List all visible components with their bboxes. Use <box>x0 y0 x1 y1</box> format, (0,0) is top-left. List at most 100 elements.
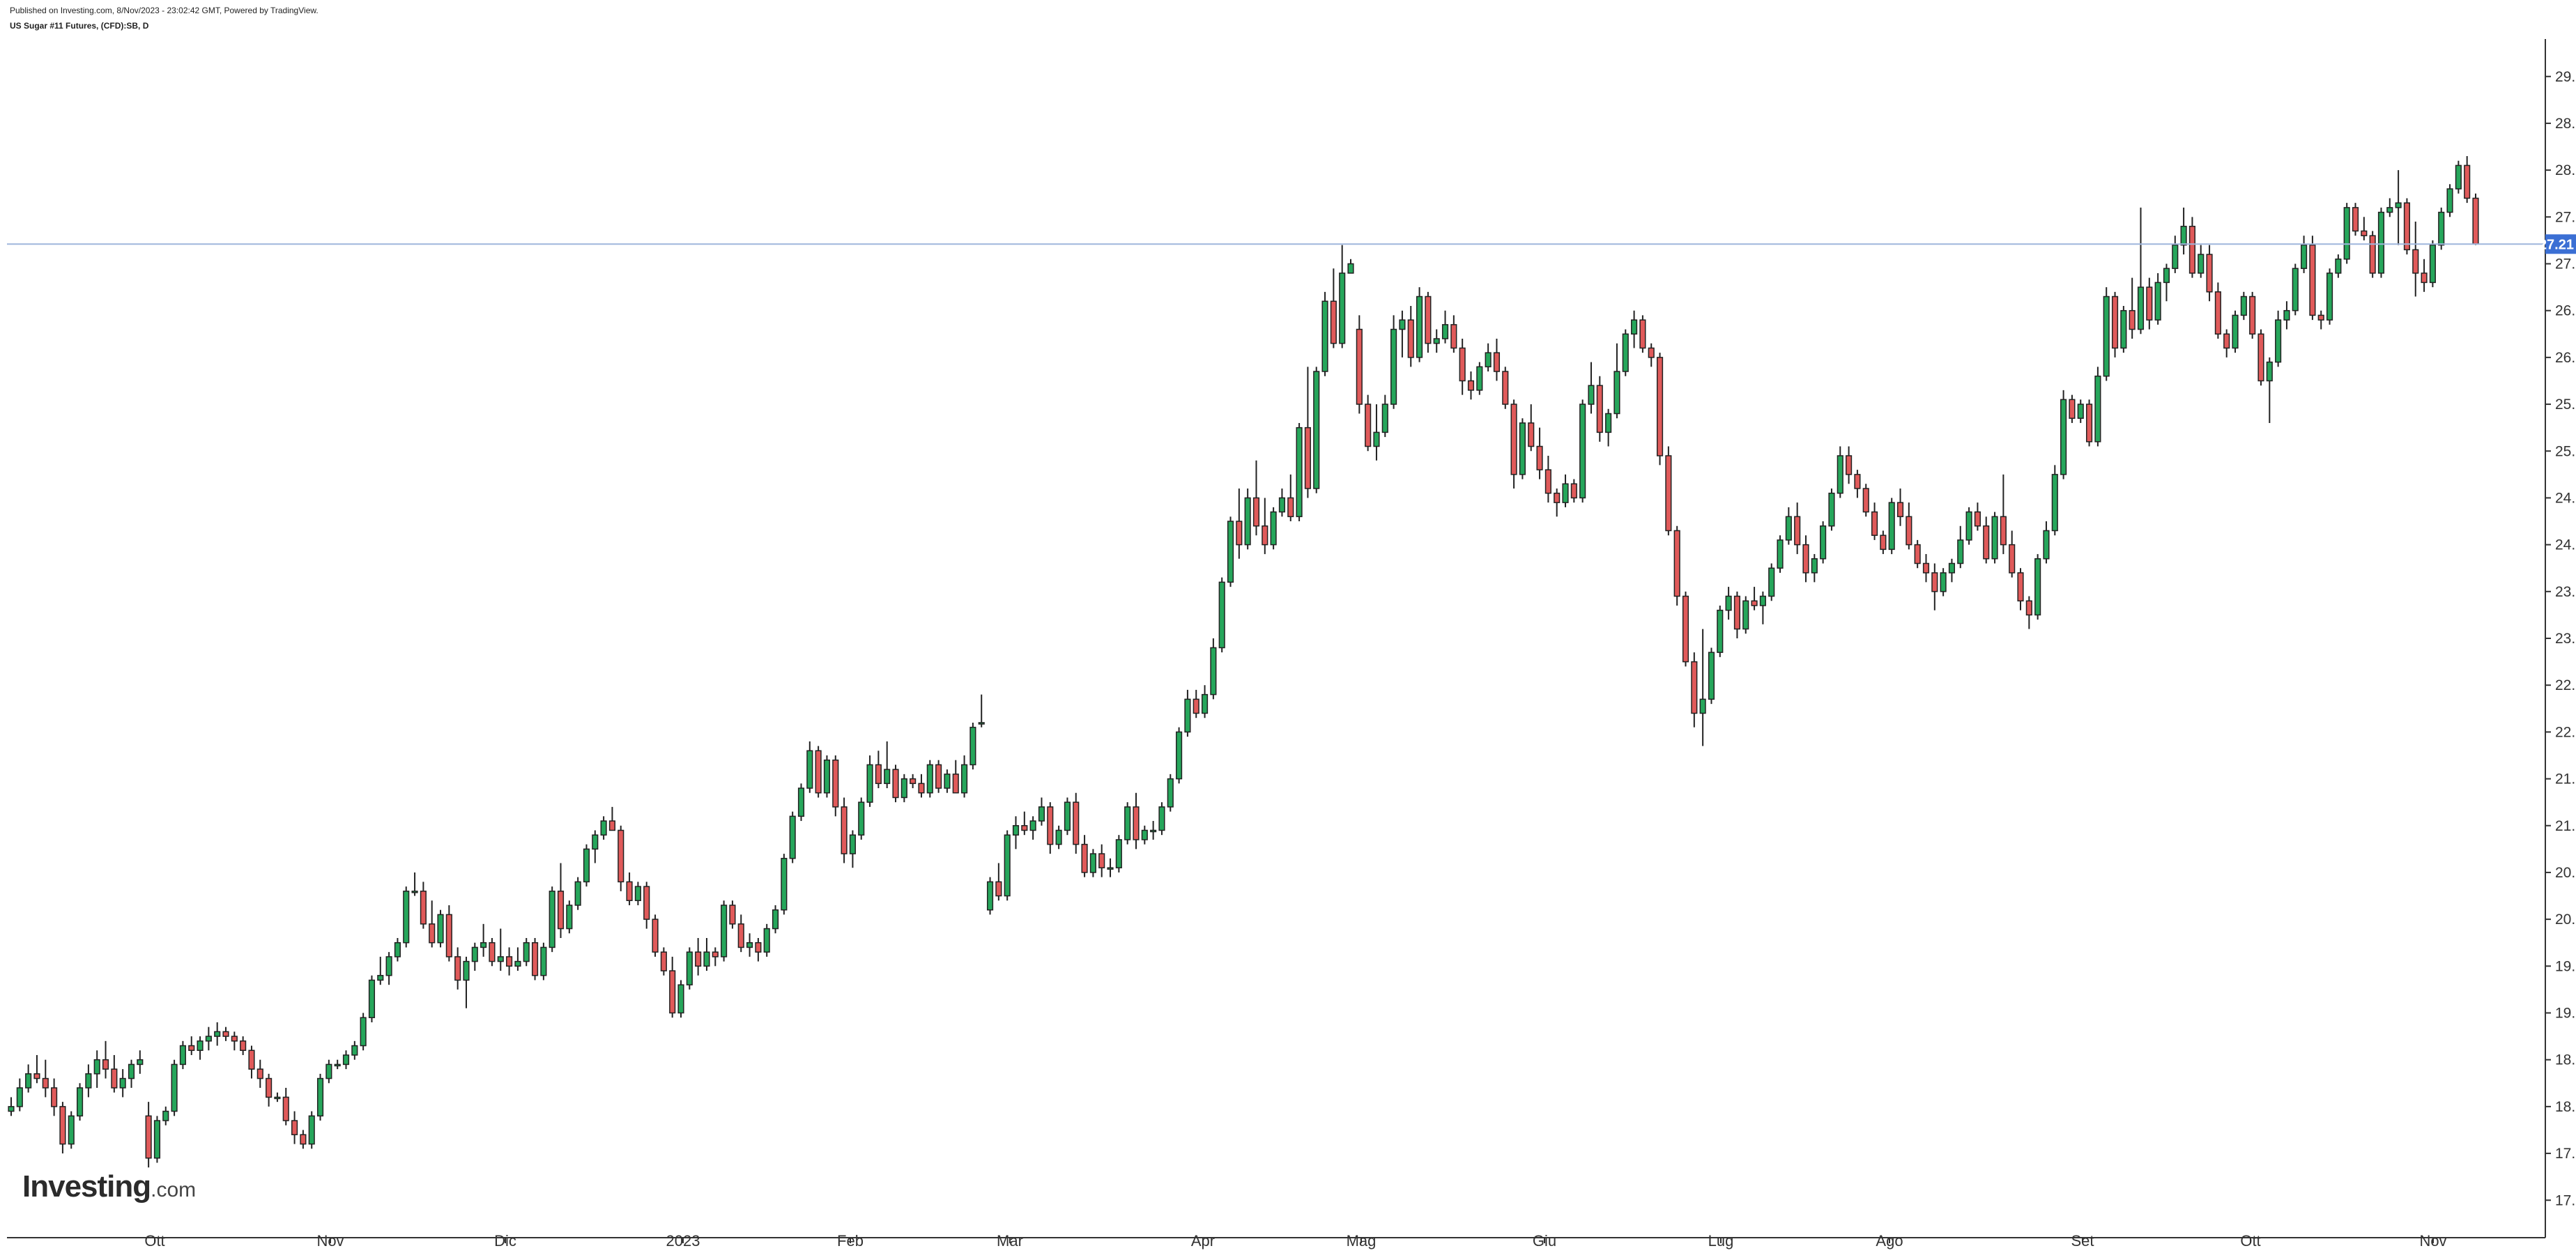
candle-body-down <box>1450 324 1457 349</box>
candle-body-up <box>781 858 788 911</box>
candle-body-down <box>2111 295 2119 349</box>
candle <box>763 923 770 957</box>
candle <box>2172 236 2179 273</box>
candle-body-up <box>1605 413 1612 433</box>
candle <box>1089 849 1096 877</box>
candle-body-up <box>2283 309 2290 321</box>
candle-body-down <box>1459 347 1466 382</box>
candle-body-up <box>2051 474 2058 532</box>
candle-body-up <box>1390 328 1397 405</box>
x-tick-label: Ott <box>2240 1232 2260 1250</box>
candle <box>1339 245 1346 348</box>
candle-body-down <box>1365 403 1372 447</box>
candle-body-down <box>1691 661 1698 714</box>
candle <box>2352 203 2359 236</box>
candle-body-up <box>2275 319 2282 363</box>
candle <box>1321 291 1328 376</box>
candle <box>2214 282 2221 339</box>
candle-body-up <box>789 815 796 859</box>
candle-body-up <box>2292 268 2299 312</box>
candle <box>1064 797 1071 836</box>
candle-body-down <box>952 774 959 794</box>
last-price-value: 27.21 <box>2539 237 2574 252</box>
candle-body-down <box>1425 295 1432 344</box>
candle <box>944 769 951 793</box>
candle <box>660 947 667 976</box>
candle <box>1098 844 1105 877</box>
candle-body-down <box>1983 525 1990 560</box>
candle <box>1021 811 1028 836</box>
candle-body-down <box>910 778 917 785</box>
y-tick-label: 28.50 <box>2555 116 2576 132</box>
candle-body-up <box>1124 806 1131 840</box>
candle <box>703 938 710 971</box>
candle-body-up <box>2077 403 2084 419</box>
candle <box>884 741 891 788</box>
candle <box>2395 170 2402 245</box>
candle <box>471 942 478 971</box>
candle <box>2335 254 2342 278</box>
investing-logo[interactable]: Investing.com <box>22 1169 196 1204</box>
candle <box>1416 287 1423 362</box>
candle <box>403 886 410 948</box>
candle <box>1004 830 1011 901</box>
candle <box>1965 507 1972 545</box>
candle <box>1425 291 1432 353</box>
candle <box>2198 245 2205 278</box>
candle <box>1880 530 1887 555</box>
candle <box>85 1064 92 1098</box>
candle <box>291 1111 298 1144</box>
candle <box>2377 207 2385 278</box>
candle <box>566 900 573 934</box>
candle <box>1356 315 1363 414</box>
candle-body-down <box>300 1134 307 1145</box>
candle <box>1201 685 1209 718</box>
candle-body-up <box>1381 403 1388 433</box>
candle-body-up <box>2455 164 2462 190</box>
candle-body-up <box>900 778 907 799</box>
x-tick-label: Lug <box>1708 1232 1734 1250</box>
candle-body-up <box>1708 652 1715 700</box>
candle <box>2188 217 2195 278</box>
candle-body-up <box>1107 867 1114 870</box>
candle-body-down <box>445 914 452 958</box>
candle <box>1940 568 1947 597</box>
candle-body-up <box>858 801 865 836</box>
logo-brand: Investing <box>22 1169 151 1204</box>
candle <box>1081 835 1088 877</box>
candle-body-up <box>1991 516 1998 560</box>
candle <box>815 746 822 798</box>
candle-body-up <box>2043 530 2050 560</box>
candle <box>823 755 831 798</box>
candle <box>1725 587 1732 620</box>
candle-body-up <box>969 726 976 766</box>
candle <box>592 830 599 863</box>
candle <box>59 1102 66 1154</box>
candle-body-down <box>2249 295 2256 335</box>
candle-body-up <box>634 886 641 901</box>
candle-body-down <box>729 905 736 925</box>
candle <box>1236 489 1243 559</box>
candle <box>2317 310 2324 330</box>
candle <box>961 755 968 798</box>
candle-body-up <box>93 1059 100 1075</box>
candle <box>1073 792 1080 854</box>
candle-body-down <box>1733 595 1741 630</box>
candle <box>1184 689 1191 737</box>
candle-body-up <box>1158 806 1165 831</box>
candle-body-up <box>162 1110 169 1121</box>
candle <box>1167 774 1174 812</box>
candle-body-up <box>1270 511 1277 546</box>
candle <box>1991 512 1998 564</box>
candle <box>669 956 676 1018</box>
candle <box>197 1036 204 1060</box>
candle-body-up <box>1777 539 1784 569</box>
candle <box>1528 404 1535 452</box>
candle-body-up <box>385 956 392 976</box>
candle <box>1278 489 1286 517</box>
candle-body-up <box>197 1040 204 1051</box>
candle-body-down <box>489 941 496 962</box>
candles-layer <box>8 155 2479 1168</box>
candle <box>1227 516 1234 587</box>
candle <box>926 760 933 798</box>
